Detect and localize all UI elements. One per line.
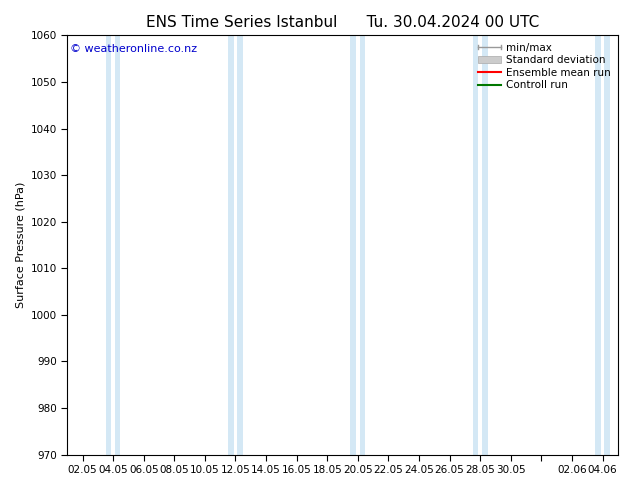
Bar xyxy=(482,35,488,455)
Text: © weatheronline.co.nz: © weatheronline.co.nz xyxy=(70,44,197,54)
Bar xyxy=(359,35,365,455)
Bar xyxy=(595,35,600,455)
Bar xyxy=(473,35,478,455)
Bar xyxy=(228,35,234,455)
Bar xyxy=(237,35,243,455)
Title: ENS Time Series Istanbul      Tu. 30.04.2024 00 UTC: ENS Time Series Istanbul Tu. 30.04.2024 … xyxy=(146,15,539,30)
Bar xyxy=(351,35,356,455)
Legend: min/max, Standard deviation, Ensemble mean run, Controll run: min/max, Standard deviation, Ensemble me… xyxy=(476,41,612,93)
Bar xyxy=(106,35,112,455)
Bar xyxy=(115,35,120,455)
Bar xyxy=(604,35,610,455)
Y-axis label: Surface Pressure (hPa): Surface Pressure (hPa) xyxy=(15,182,25,308)
